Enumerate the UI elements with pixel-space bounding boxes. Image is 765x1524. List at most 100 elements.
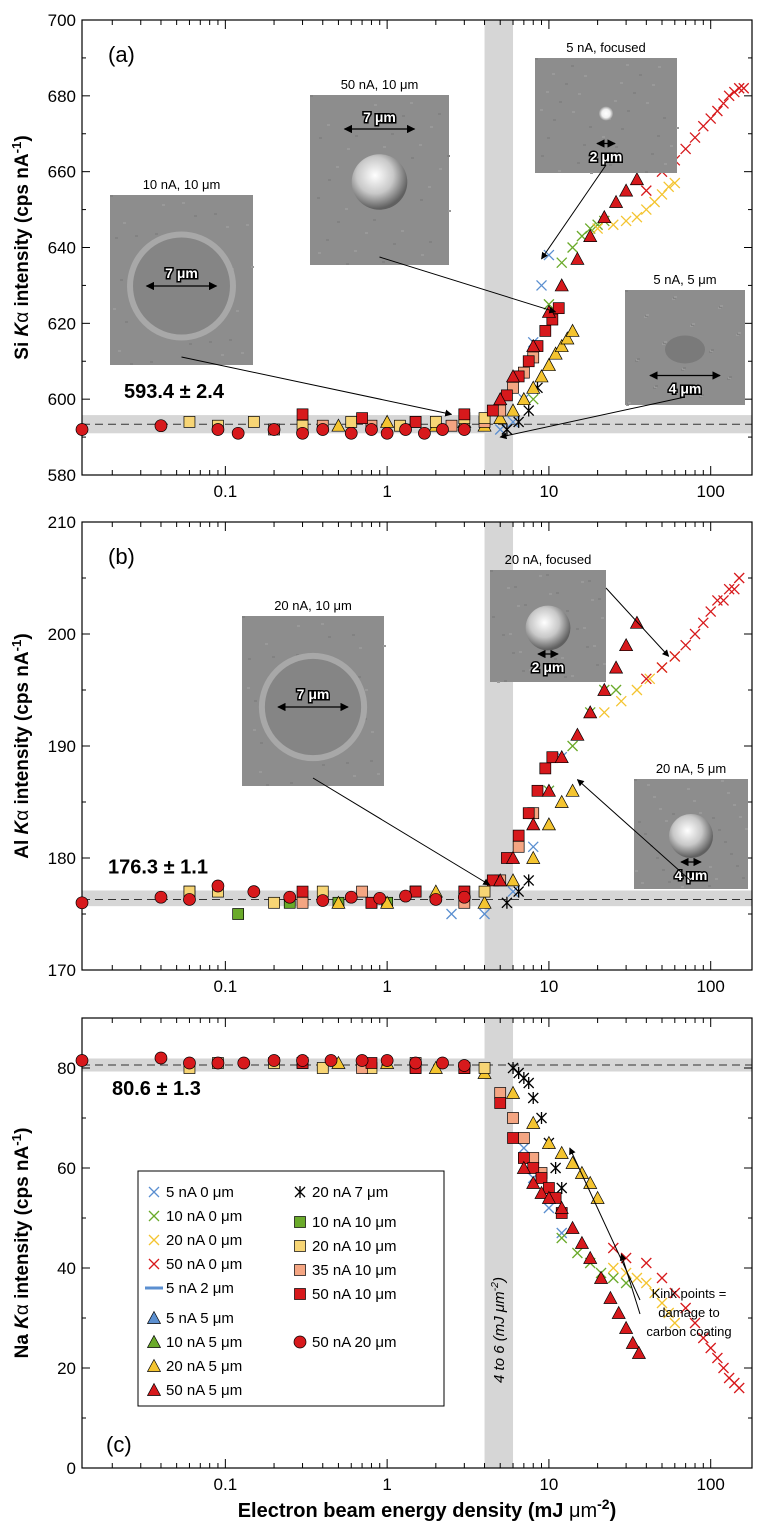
data-point [344, 890, 358, 904]
data-point [526, 850, 541, 864]
data-point [296, 426, 309, 440]
inset-texture [253, 729, 256, 731]
inset-texture [729, 376, 732, 378]
inset-texture [448, 210, 451, 212]
x-axis-label: Electron beam energy density (mJ μm-2) [238, 1496, 617, 1522]
inset-texture [628, 402, 631, 404]
inset-texture [524, 604, 527, 606]
data-point [541, 1135, 557, 1149]
data-point [380, 1054, 394, 1067]
inset-texture [373, 219, 376, 221]
inset-texture [358, 676, 361, 678]
scale-label: 2 μm [590, 149, 623, 165]
series-50-nA-0-μm [607, 1242, 745, 1394]
inset-texture [702, 873, 705, 875]
inset-texture [672, 813, 675, 815]
y-tick-label: 660 [48, 163, 76, 182]
inset-texture [626, 64, 629, 66]
data-point [436, 1056, 449, 1070]
scale-label: 4 μm [669, 381, 702, 397]
inset-texture [371, 731, 374, 733]
data-point [478, 885, 491, 898]
scale-label: 7 μm [363, 109, 396, 125]
data-point [409, 416, 422, 428]
inset-texture [321, 623, 324, 625]
inset-texture [739, 816, 742, 818]
inset-texture [674, 296, 677, 298]
data-point [296, 1054, 309, 1067]
data-point [631, 211, 643, 223]
data-point [640, 1277, 652, 1289]
inset-texture [708, 885, 711, 887]
inset-image: 5 nA, 5 μm 4 μm [625, 272, 745, 406]
inset-texture [447, 155, 450, 157]
inset-texture [715, 878, 718, 880]
data-point [548, 346, 563, 360]
data-point [603, 1290, 618, 1304]
x-tick-label: 0.1 [214, 977, 238, 996]
data-point [507, 1132, 519, 1144]
data-point [669, 1317, 681, 1329]
mean-value-label: 176.3 ± 1.1 [108, 856, 208, 878]
inset-texture [658, 66, 661, 68]
inset-texture [162, 204, 165, 206]
data-point [619, 183, 634, 197]
inset-title: 20 nA, focused [505, 552, 592, 567]
data-point [409, 885, 422, 898]
data-point [554, 749, 569, 764]
x-axis-label-part: μm [569, 1500, 597, 1522]
inset-texture [641, 882, 644, 884]
panel-b: 170 180 190 200 210 0.1 1 10 100 (b) Al Kα intensi… [9, 513, 753, 996]
data-point [399, 889, 412, 903]
y-tick-label: 700 [48, 11, 76, 30]
inset-texture [266, 784, 269, 786]
data-point [505, 850, 521, 864]
data-point [597, 682, 612, 696]
inset-image: 20 nA, 10 μm 7 μm [242, 598, 386, 786]
data-point [539, 762, 552, 775]
inset-texture [549, 593, 552, 595]
panel-a: 580 600 620 640 660 680 700 0.1 1 10 100 (a) Si Kα i… [9, 11, 753, 501]
inset-texture [720, 305, 723, 307]
inset-texture [272, 656, 275, 658]
data-point [457, 890, 471, 904]
inset-texture [209, 341, 212, 343]
annotation-text: carbon coating [646, 1324, 731, 1339]
data-point [705, 606, 717, 618]
legend-marker [146, 1334, 162, 1348]
inset-texture [742, 877, 745, 879]
data-point [534, 1185, 549, 1199]
data-point [494, 1087, 507, 1099]
inset-texture [645, 171, 648, 173]
data-point [554, 1200, 569, 1214]
data-point [541, 1190, 557, 1204]
inset-texture [664, 163, 667, 165]
data-point [268, 896, 280, 909]
data-point [574, 1235, 590, 1249]
inset-title: 5 nA, focused [566, 40, 646, 55]
inset-texture [370, 760, 373, 762]
data-point [522, 355, 535, 368]
series-20-nA-7-μm [501, 874, 535, 909]
inset-texture [241, 352, 244, 354]
data-point [513, 415, 525, 428]
data-point [541, 357, 557, 371]
data-point [615, 695, 627, 707]
y-tick-label: 20 [57, 1359, 76, 1378]
inset-texture [558, 170, 561, 172]
data-point [608, 660, 624, 674]
data-point [631, 684, 643, 696]
inset-texture [123, 222, 126, 224]
x-axis-label-part: -2 [597, 1496, 610, 1512]
inset-texture [430, 126, 433, 128]
data-point [380, 426, 394, 440]
inset-texture [393, 243, 396, 245]
series-50-nA-5-μm [516, 1160, 647, 1359]
legend-marker [148, 1210, 160, 1222]
inset-texture [664, 341, 667, 343]
inset-image: 5 nA, focused 2 μm [535, 40, 679, 174]
inset-texture [354, 250, 357, 252]
inset-texture [576, 628, 579, 630]
inset-texture [733, 804, 736, 806]
inset-arrow [576, 779, 692, 882]
